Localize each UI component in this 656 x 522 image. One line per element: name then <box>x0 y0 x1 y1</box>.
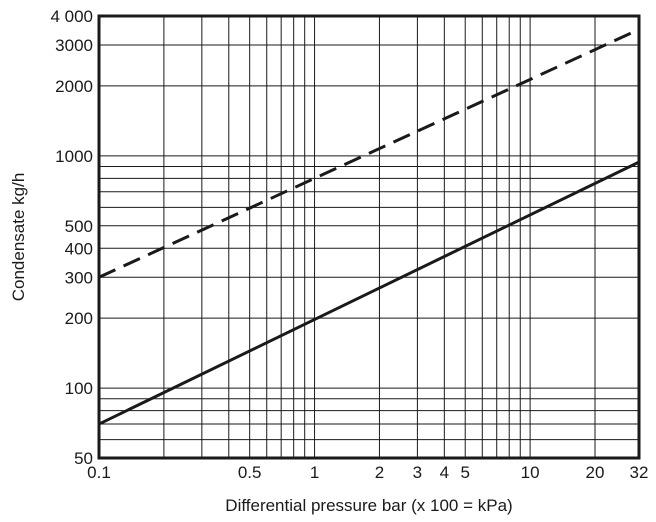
y-tick-label: 500 <box>65 217 93 236</box>
plot-frame <box>97 14 641 460</box>
y-tick-label: 400 <box>65 239 93 258</box>
x-tick-label: 4 <box>440 463 449 482</box>
solid-series-line <box>98 160 640 426</box>
x-tick-labels: 0.1 0.5 1 2 3 4 5 10 20 32 <box>87 463 648 482</box>
x-tick-label: 1 <box>310 463 319 482</box>
x-axis-label: Differential pressure bar (x 100 = kPa) <box>225 496 512 515</box>
x-tick-label: 2 <box>375 463 384 482</box>
y-tick-label: 300 <box>65 268 93 287</box>
x-tick-label: 10 <box>521 463 540 482</box>
vertical-gridlines <box>98 16 640 458</box>
x-tick-label: 32 <box>630 463 649 482</box>
y-axis-label: Condensate kg/h <box>9 173 28 302</box>
x-tick-label: 0.1 <box>87 463 111 482</box>
y-tick-label: 4 000 <box>50 7 93 26</box>
x-tick-label: 5 <box>460 463 469 482</box>
horizontal-gridlines <box>99 15 639 459</box>
x-tick-label: 3 <box>413 463 422 482</box>
y-tick-label: 50 <box>74 449 93 468</box>
x-tick-label: 20 <box>586 463 605 482</box>
series-layer <box>98 28 640 426</box>
y-tick-label: 100 <box>65 379 93 398</box>
x-tick-label: 0.5 <box>238 463 262 482</box>
y-tick-label: 1000 <box>55 147 93 166</box>
y-tick-label: 3000 <box>55 36 93 55</box>
y-tick-label: 200 <box>65 309 93 328</box>
dashed-series-line <box>98 28 640 279</box>
y-tick-label: 2000 <box>55 77 93 96</box>
y-tick-labels: 50 100 200 300 400 500 1000 2000 3000 4 000 <box>50 7 93 468</box>
